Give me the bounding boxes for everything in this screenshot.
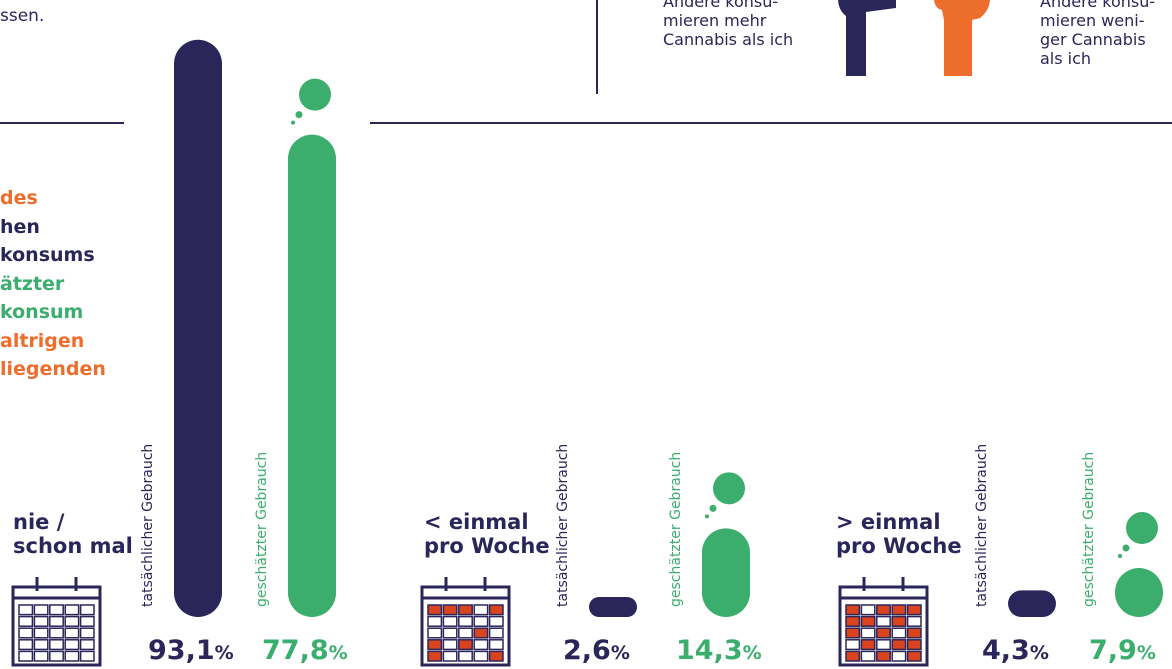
bar-estimated-0 [288, 134, 336, 617]
top-left-rule [0, 122, 124, 124]
calendar-icon [11, 577, 102, 667]
value-number: 14,3 [676, 635, 743, 666]
category-label-never: nie / schon mal [13, 510, 133, 558]
bar-actual-1 [589, 597, 637, 617]
value-label: 4,3% [982, 636, 1049, 668]
thought-dot-icon [295, 111, 303, 119]
bar-actual-2 [1008, 590, 1056, 617]
legend-less-label: Andere konsu- mieren weni- ger Cannabis … [1040, 0, 1156, 68]
category-label-more-weekly: > einmal pro Woche [836, 510, 962, 558]
thought-dot-icon [291, 120, 295, 125]
chart-heading-line: hen [0, 215, 40, 238]
legend-divider [596, 0, 598, 94]
calendar-icon [420, 577, 511, 667]
value-unit: % [328, 642, 348, 664]
value-label: 14,3% [676, 636, 762, 668]
series-label-estimated: geschätzter Gebrauch [668, 451, 684, 607]
legend-more-figure-icon [838, 0, 896, 76]
calendar-icon [838, 577, 929, 667]
thought-dot-icon [709, 504, 717, 512]
value-label: 7,9% [1089, 636, 1156, 668]
thought-bubble-icon [299, 78, 331, 111]
series-label-actual: tatsächlicher Gebrauch [555, 443, 571, 607]
chart-heading: des hen konsums ätzter konsum altrigen liegend… [0, 184, 106, 384]
series-label-estimated: geschätzter Gebrauch [1081, 451, 1097, 607]
value-number: 7,9 [1089, 635, 1137, 666]
series-label-estimated: geschätzter Gebrauch [254, 451, 270, 607]
legend-more-label: Andere konsu- mieren mehr Cannabis als i… [663, 0, 794, 49]
thought-dot-icon [1118, 554, 1122, 559]
bar-actual-0 [174, 39, 222, 617]
bar-estimated-2 [1115, 568, 1163, 617]
value-unit: % [610, 642, 630, 664]
value-unit: % [1029, 642, 1049, 664]
chart-heading-line: konsum [0, 301, 84, 323]
thought-dot-icon [705, 514, 709, 519]
bar-estimated-1 [702, 528, 750, 617]
chart-heading-line: ätzter [0, 272, 65, 295]
thought-bubble-icon [1126, 512, 1158, 545]
value-number: 93,1 [148, 635, 215, 666]
thought-bubble-icon [713, 472, 745, 505]
value-unit: % [1136, 642, 1156, 664]
bars-layer [174, 39, 1163, 617]
value-unit: % [214, 642, 234, 664]
chart-heading-line: liegenden [0, 358, 106, 380]
chart-heading-line: konsums [0, 244, 95, 266]
thought-dot-icon [1122, 544, 1130, 552]
series-label-actual: tatsächlicher Gebrauch [140, 443, 156, 607]
value-label: 2,6% [563, 636, 630, 668]
series-label-actual: tatsächlicher Gebrauch [974, 443, 990, 607]
value-label: 93,1% [148, 636, 234, 668]
value-number: 77,8 [262, 635, 329, 666]
calendars-layer [11, 577, 929, 667]
chart-heading-line: altrigen [0, 329, 85, 352]
legend-pictogram [838, 0, 990, 76]
value-number: 4,3 [982, 635, 1030, 666]
chart-heading-line: des [0, 187, 38, 209]
value-unit: % [742, 642, 762, 664]
legend-less-figure-icon [934, 0, 990, 76]
value-number: 2,6 [563, 635, 611, 666]
intro-text-fragment: ssen. [0, 6, 45, 26]
value-label: 77,8% [262, 636, 348, 668]
category-label-less-weekly: < einmal pro Woche [424, 510, 550, 558]
top-right-rule [370, 122, 1172, 124]
